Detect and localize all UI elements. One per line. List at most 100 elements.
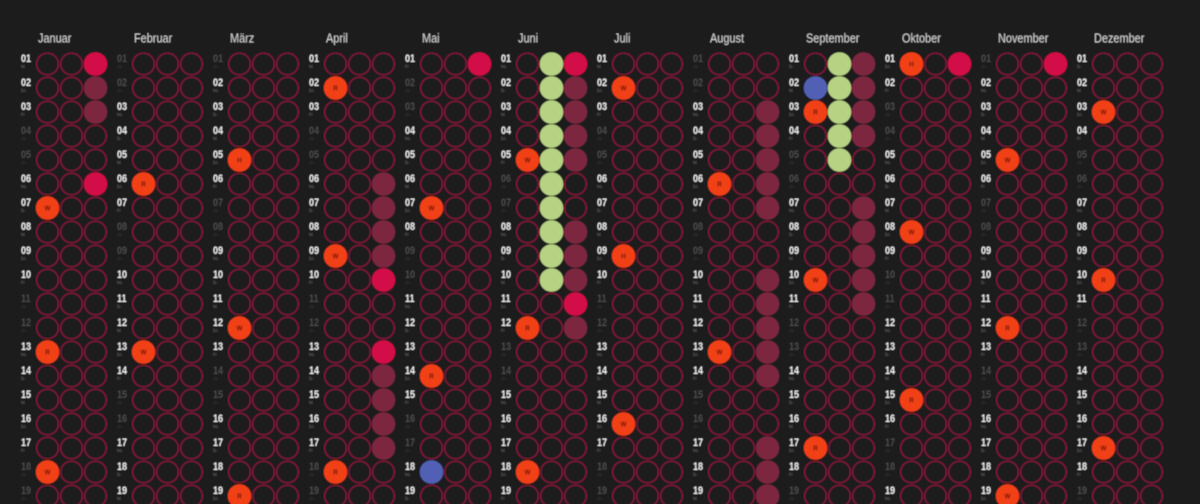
svg-text:11: 11 — [885, 293, 895, 305]
svg-text:Mi: Mi — [885, 208, 889, 213]
svg-text:16: 16 — [405, 413, 415, 425]
svg-text:Mo: Mo — [885, 328, 891, 333]
svg-text:Sa: Sa — [21, 304, 26, 309]
svg-text:09: 09 — [1077, 245, 1087, 257]
svg-text:01: 01 — [213, 53, 223, 65]
svg-text:07: 07 — [1077, 197, 1087, 209]
svg-text:14: 14 — [405, 365, 415, 377]
svg-text:Mo: Mo — [117, 280, 123, 285]
svg-text:Do: Do — [885, 64, 890, 69]
svg-text:So: So — [21, 160, 26, 165]
svg-text:03: 03 — [885, 101, 895, 113]
svg-text:Di: Di — [213, 112, 216, 117]
svg-text:Sa: Sa — [1077, 328, 1082, 333]
svg-text:10: 10 — [309, 269, 319, 281]
svg-text:Mi: Mi — [693, 328, 697, 333]
svg-text:R: R — [1005, 325, 1009, 333]
svg-text:15: 15 — [501, 389, 511, 401]
svg-text:Do: Do — [981, 496, 986, 501]
svg-text:Do: Do — [405, 376, 410, 381]
svg-text:08: 08 — [693, 221, 703, 233]
svg-text:R: R — [525, 325, 529, 333]
svg-text:Sa: Sa — [693, 232, 698, 237]
svg-text:03: 03 — [309, 101, 319, 113]
svg-text:Sa: Sa — [693, 64, 698, 69]
svg-text:Mai: Mai — [422, 31, 440, 46]
svg-text:05: 05 — [789, 149, 799, 161]
svg-text:So: So — [693, 88, 698, 93]
svg-text:17: 17 — [501, 437, 511, 449]
svg-text:W: W — [525, 469, 531, 477]
svg-text:19: 19 — [885, 485, 895, 497]
svg-text:07: 07 — [405, 197, 415, 209]
svg-text:W: W — [1005, 493, 1011, 501]
svg-text:01: 01 — [693, 53, 703, 65]
svg-text:Fr: Fr — [885, 256, 889, 261]
svg-text:13: 13 — [213, 341, 223, 353]
svg-text:Sa: Sa — [885, 448, 890, 453]
svg-text:Fr: Fr — [405, 64, 409, 69]
svg-text:Mi: Mi — [21, 400, 25, 405]
svg-text:Fr: Fr — [501, 160, 505, 165]
svg-text:So: So — [21, 328, 26, 333]
svg-text:14: 14 — [693, 365, 703, 377]
svg-text:So: So — [597, 160, 602, 165]
svg-text:05: 05 — [693, 149, 703, 161]
svg-text:Sa: Sa — [981, 376, 986, 381]
svg-text:Di: Di — [981, 448, 984, 453]
svg-text:09: 09 — [405, 245, 415, 257]
svg-text:Do: Do — [1077, 448, 1082, 453]
svg-text:W: W — [45, 469, 51, 477]
svg-text:Mi: Mi — [501, 448, 505, 453]
svg-text:14: 14 — [309, 365, 319, 377]
svg-text:Mi: Mi — [309, 64, 313, 69]
svg-text:Fr: Fr — [213, 184, 217, 189]
svg-text:Do: Do — [1077, 112, 1082, 117]
svg-text:07: 07 — [597, 197, 607, 209]
svg-text:07: 07 — [981, 197, 991, 209]
svg-text:19: 19 — [309, 485, 319, 497]
svg-text:So: So — [789, 184, 794, 189]
svg-text:17: 17 — [693, 437, 703, 449]
svg-text:Do: Do — [213, 496, 218, 501]
svg-text:Di: Di — [1077, 400, 1080, 405]
svg-text:Do: Do — [501, 136, 506, 141]
svg-text:18: 18 — [885, 461, 895, 473]
svg-text:13: 13 — [501, 341, 511, 353]
svg-text:Mi: Mi — [117, 496, 121, 501]
svg-text:Mo: Mo — [213, 424, 219, 429]
svg-text:08: 08 — [405, 221, 415, 233]
svg-text:Mi: Mi — [789, 88, 793, 93]
svg-text:Mo: Mo — [21, 352, 27, 357]
svg-text:Do: Do — [693, 184, 698, 189]
svg-text:Sa: Sa — [789, 328, 794, 333]
svg-text:R: R — [333, 85, 337, 93]
svg-text:03: 03 — [405, 101, 415, 113]
svg-text:Mo: Mo — [213, 256, 219, 261]
svg-text:08: 08 — [309, 221, 319, 233]
svg-text:Do: Do — [405, 208, 410, 213]
svg-text:11: 11 — [789, 293, 799, 305]
svg-text:Do: Do — [21, 256, 26, 261]
svg-text:Di: Di — [405, 160, 408, 165]
svg-text:Di: Di — [597, 376, 600, 381]
svg-text:Juni: Juni — [518, 31, 538, 46]
svg-text:Sa: Sa — [789, 496, 794, 501]
svg-text:Mo: Mo — [117, 112, 123, 117]
svg-text:So: So — [981, 400, 986, 405]
svg-text:16: 16 — [693, 413, 703, 425]
svg-text:18: 18 — [789, 461, 799, 473]
svg-text:H: H — [621, 253, 625, 261]
svg-text:15: 15 — [213, 389, 223, 401]
svg-text:Mo: Mo — [981, 424, 987, 429]
svg-text:So: So — [693, 256, 698, 261]
svg-text:18: 18 — [693, 461, 703, 473]
svg-text:18: 18 — [981, 461, 991, 473]
svg-text:Mi: Mi — [885, 376, 889, 381]
svg-text:01: 01 — [885, 53, 895, 65]
svg-text:03: 03 — [1077, 101, 1087, 113]
svg-text:09: 09 — [981, 245, 991, 257]
svg-text:Di: Di — [117, 472, 120, 477]
svg-text:15: 15 — [981, 389, 991, 401]
svg-text:19: 19 — [405, 485, 415, 497]
